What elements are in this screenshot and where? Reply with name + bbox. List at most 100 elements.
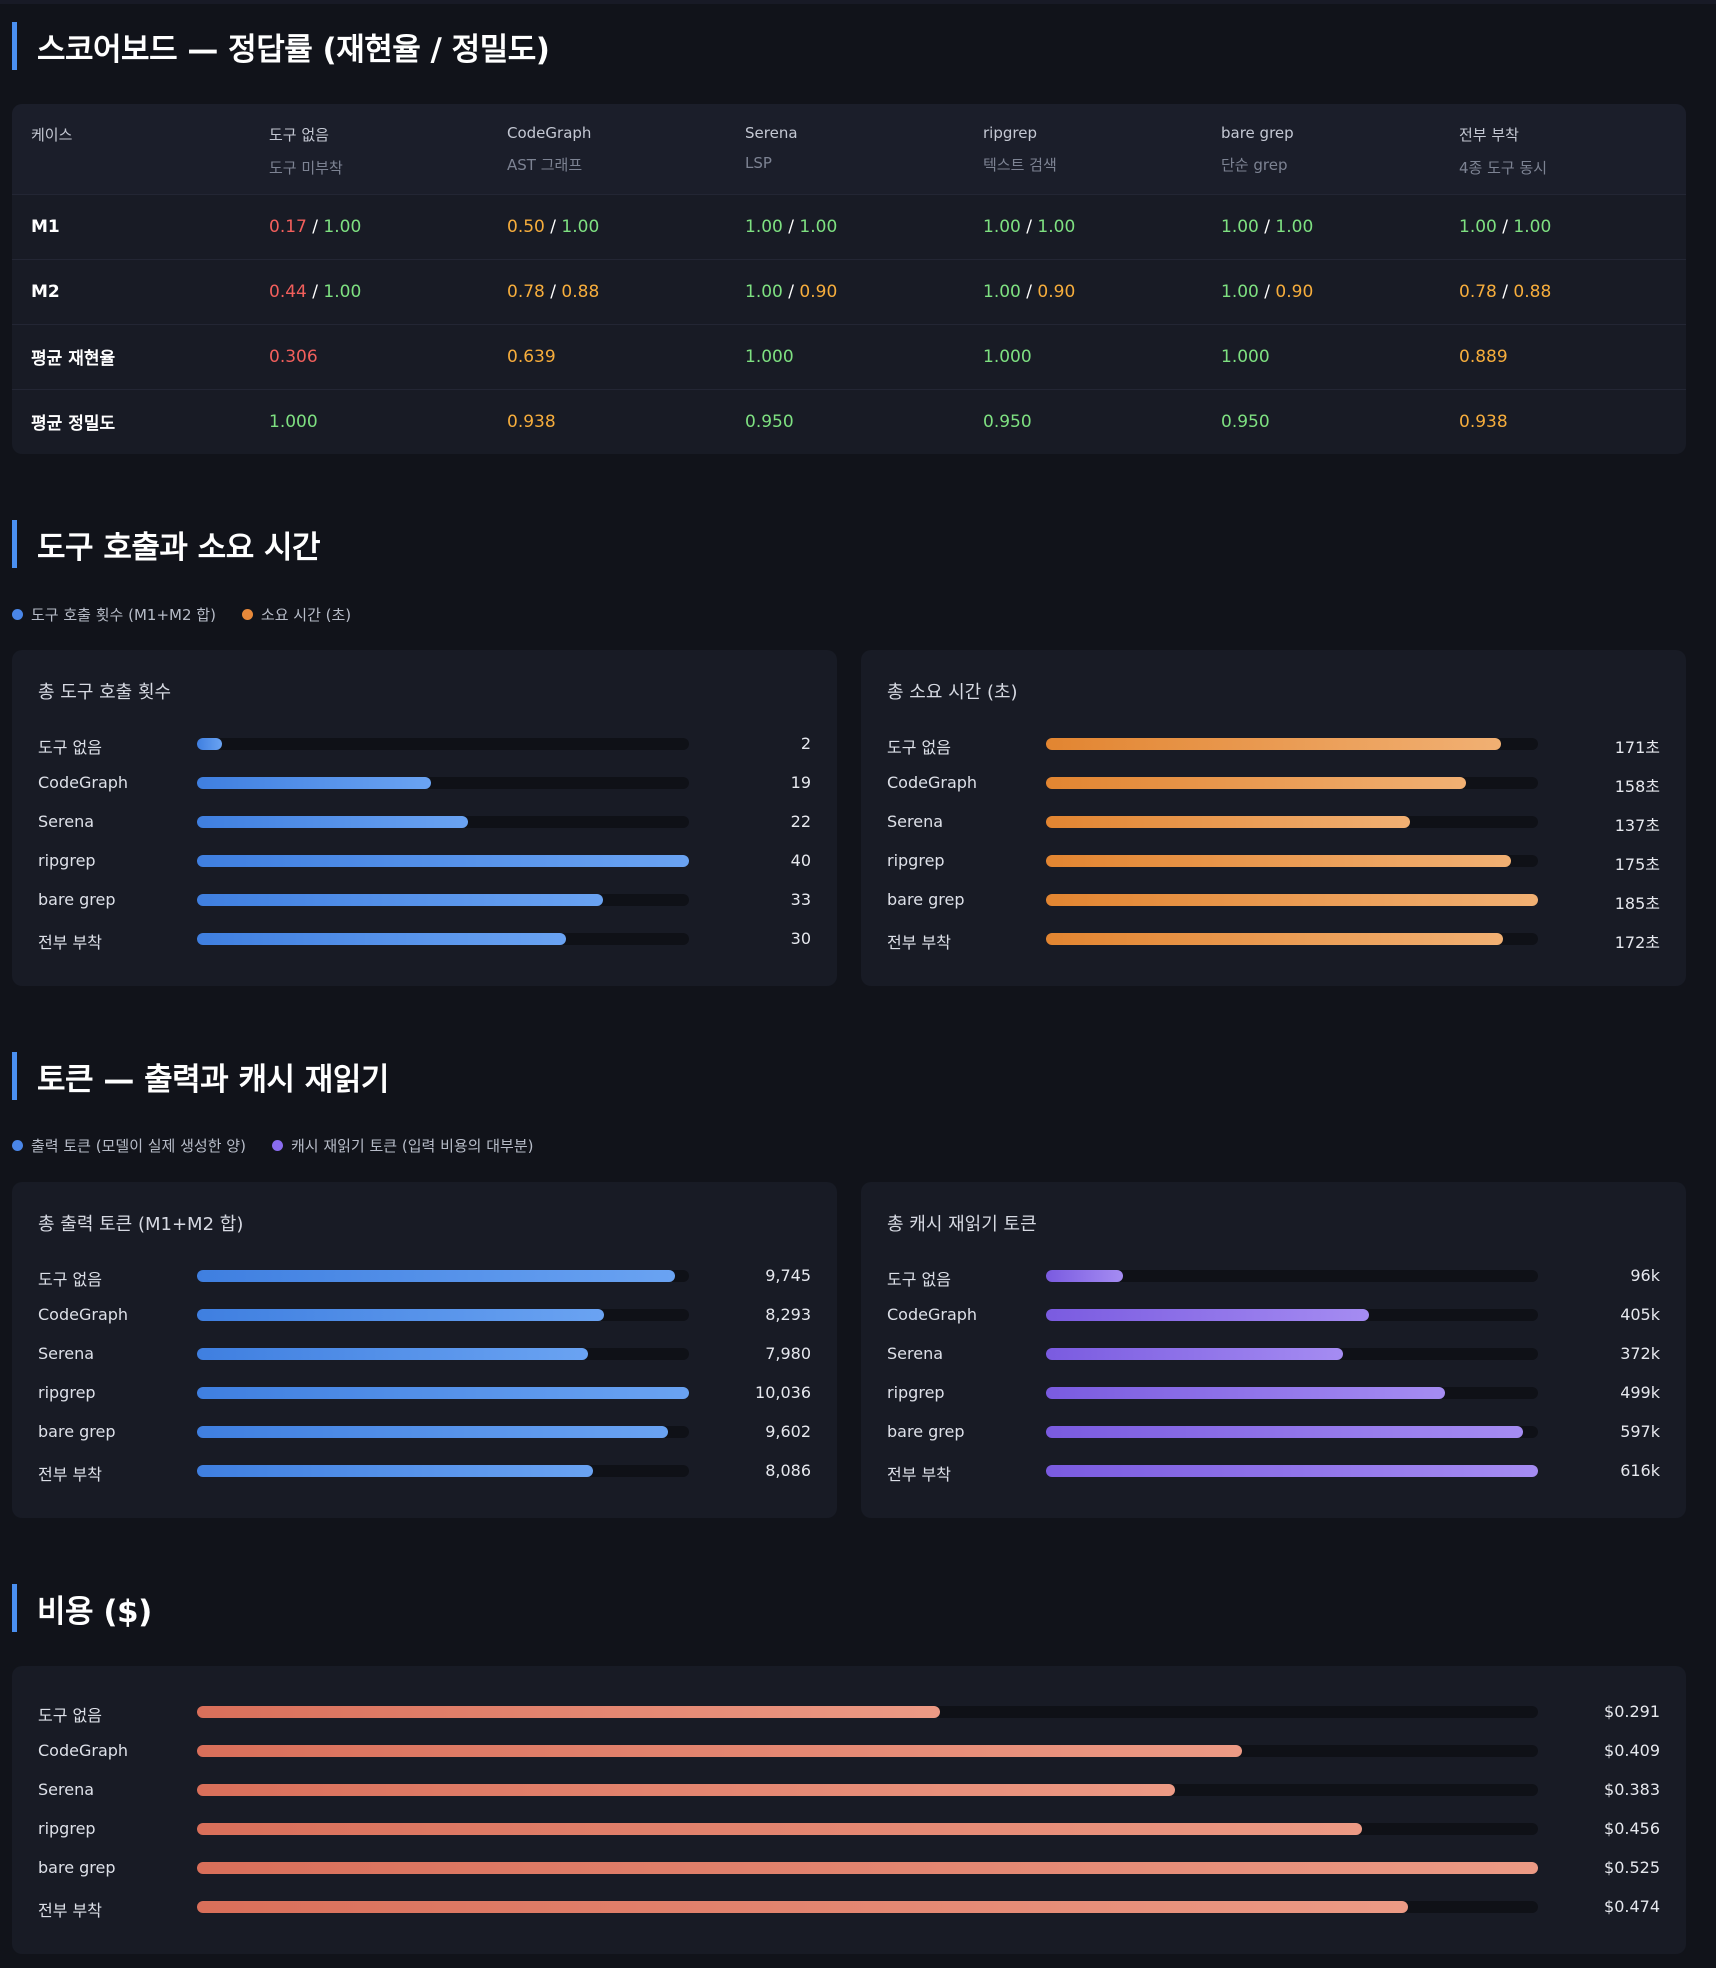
bar-category-label: Serena xyxy=(887,812,944,831)
duration-chart: 총 소요 시간 (초) 도구 없음 171초 CodeGraph 158초 Serena 1… xyxy=(861,650,1686,986)
legend-label: 소요 시간 (초) xyxy=(260,606,352,624)
score-cell: 1.00 / 0.90 xyxy=(726,258,964,324)
bar-track xyxy=(1046,1387,1538,1399)
bar xyxy=(197,1862,1538,1874)
recall-value: 1.00 xyxy=(745,216,783,237)
score-cell: 0.44 / 1.00 xyxy=(250,258,488,324)
bar-track xyxy=(197,933,689,945)
bar-track xyxy=(197,1784,1538,1796)
tool-calls-chart: 총 도구 호출 횟수 도구 없음 2 CodeGraph 19 Serena 22 ripgr… xyxy=(12,650,837,986)
bar-value-label: 2 xyxy=(800,734,811,753)
average-value: 0.889 xyxy=(1459,346,1508,367)
score-cell: 1.000 xyxy=(250,388,488,454)
column-header: 케이스 xyxy=(12,104,250,194)
precision-value: 1.00 xyxy=(1513,216,1552,237)
bar-track xyxy=(197,1862,1538,1874)
precision-value: 1.00 xyxy=(799,216,838,237)
bar-track xyxy=(1046,1465,1538,1477)
bar-value-label: $0.383 xyxy=(1604,1780,1660,1799)
score-cell: 0.639 xyxy=(488,323,726,389)
bar-track xyxy=(1046,1426,1538,1438)
bar-track xyxy=(197,1465,689,1477)
cost-section-title: 비용 ($) xyxy=(12,1584,152,1632)
separator: / xyxy=(782,281,800,302)
bar-value-label: 10,036 xyxy=(755,1383,811,1402)
bar xyxy=(197,933,566,945)
legend-dot xyxy=(12,1140,23,1151)
bar xyxy=(197,1745,1242,1757)
table-row: M2 0.44 / 1.00 0.78 / 0.88 1.00 / 0.90 1.00 … xyxy=(12,258,1686,324)
chart-title: 총 캐시 재읽기 토큰 xyxy=(887,1214,1037,1235)
bar-value-label: $0.474 xyxy=(1604,1897,1660,1916)
bar xyxy=(197,1901,1408,1913)
precision-value: 0.88 xyxy=(561,281,600,302)
bar-track xyxy=(197,1270,689,1282)
separator: / xyxy=(782,216,800,237)
table-row: 평균 재현율 0.306 0.639 1.000 1.000 1.000 0.889 xyxy=(12,323,1686,389)
bar-track xyxy=(197,1387,689,1399)
bar xyxy=(1046,1309,1370,1321)
score-cell: 0.306 xyxy=(250,323,488,389)
legend-dot xyxy=(12,609,23,620)
bar-track xyxy=(1046,933,1538,945)
calls-legend: 도구 호출 횟수 (M1+M2 합) 소요 시간 (초) xyxy=(12,604,377,625)
bar-value-label: 9,745 xyxy=(765,1266,811,1285)
score-cell: 0.950 xyxy=(726,388,964,454)
bar-category-label: 전부 부착 xyxy=(38,933,102,952)
column-header-name: 도구 없음 xyxy=(269,126,329,144)
bar-track xyxy=(197,855,689,867)
bar-category-label: 도구 없음 xyxy=(38,738,102,757)
bar-value-label: 33 xyxy=(790,890,811,909)
score-cell: 1.00 / 1.00 xyxy=(1202,193,1440,259)
bar-value-label: $0.291 xyxy=(1604,1702,1660,1721)
score-cell: 1.000 xyxy=(964,323,1202,389)
recall-value: 1.00 xyxy=(745,281,783,302)
column-header: 전부 부착 4종 도구 동시 xyxy=(1440,104,1686,194)
bar-value-label: $0.456 xyxy=(1604,1819,1660,1838)
bar xyxy=(1046,894,1538,906)
bar-category-label: CodeGraph xyxy=(38,1741,129,1760)
score-cell: 0.938 xyxy=(1440,388,1686,454)
bar xyxy=(197,1348,589,1360)
score-cell: 0.78 / 0.88 xyxy=(488,258,726,324)
bar-value-label: 597k xyxy=(1620,1422,1660,1441)
recall-value: 0.78 xyxy=(507,281,545,302)
column-header-name: 케이스 xyxy=(31,126,73,144)
bar xyxy=(197,1706,941,1718)
cost-chart: 도구 없음 $0.291 CodeGraph $0.409 Serena $0.383 ri… xyxy=(12,1666,1686,1954)
precision-value: 0.90 xyxy=(1037,281,1076,302)
score-cell: 1.00 / 1.00 xyxy=(964,193,1202,259)
separator: / xyxy=(306,281,324,302)
score-cell: 0.950 xyxy=(964,388,1202,454)
average-value: 1.000 xyxy=(1221,346,1270,367)
column-header-subtitle: 텍스트 검색 xyxy=(983,156,1057,174)
column-header-subtitle: 4종 도구 동시 xyxy=(1459,159,1548,177)
legend-item: 캐시 재읽기 토큰 (입력 비용의 대부분) xyxy=(271,1135,534,1156)
separator: / xyxy=(1020,216,1038,237)
precision-value: 0.90 xyxy=(799,281,838,302)
recall-value: 0.44 xyxy=(269,281,307,302)
bar-value-label: 9,602 xyxy=(765,1422,811,1441)
separator: / xyxy=(1258,281,1276,302)
column-header-subtitle: LSP xyxy=(745,154,772,172)
bar-track xyxy=(197,1309,689,1321)
column-header: 도구 없음 도구 미부착 xyxy=(250,104,488,194)
average-value: 0.950 xyxy=(1221,411,1270,432)
row-label: 평균 정밀도 xyxy=(12,388,250,454)
recall-value: 1.00 xyxy=(983,281,1021,302)
bar xyxy=(1046,777,1467,789)
scoreboard-card: 케이스 도구 없음 도구 미부착 CodeGraph AST 그래프 Serena LSP r… xyxy=(12,104,1686,454)
chart-title: 총 출력 토큰 (M1+M2 합) xyxy=(38,1214,244,1235)
legend-dot xyxy=(271,1140,283,1151)
column-header-name: CodeGraph xyxy=(507,124,592,142)
bar-category-label: 도구 없음 xyxy=(887,738,951,757)
chart-title: 총 소요 시간 (초) xyxy=(887,682,1018,703)
bar-value-label: $0.409 xyxy=(1604,1741,1660,1760)
score-cell: 1.00 / 1.00 xyxy=(726,193,964,259)
bar-value-label: 616k xyxy=(1620,1461,1660,1480)
column-header-name: ripgrep xyxy=(983,124,1037,142)
bar xyxy=(1046,933,1504,945)
bar-value-label: 405k xyxy=(1620,1305,1660,1324)
score-cell: 0.950 xyxy=(1202,388,1440,454)
bar-track xyxy=(1046,1270,1538,1282)
